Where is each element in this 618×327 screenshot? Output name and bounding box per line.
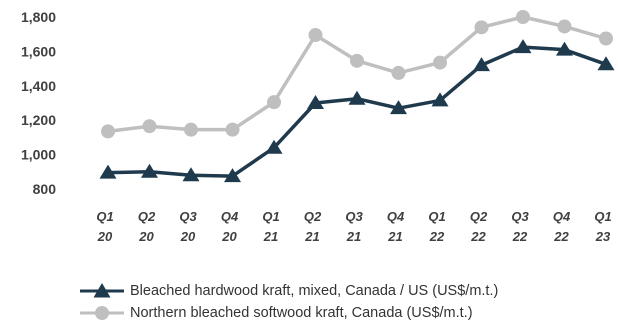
y-axis: 800 1,000 1,200 1,400 1,600 1,800 [21, 9, 56, 197]
x-tick-label: Q1 21 [262, 209, 279, 244]
x-tick-label: Q4 20 [221, 209, 239, 244]
legend-item-softwood: Northern bleached softwood kraft, Canada… [80, 302, 498, 324]
y-tick-label: 1,200 [21, 112, 56, 128]
data-point-marker [557, 19, 572, 34]
data-point-marker [348, 90, 366, 105]
x-tick-label: Q1 20 [96, 209, 113, 244]
legend-item-hardwood: Bleached hardwood kraft, mixed, Canada /… [80, 280, 498, 302]
data-point-marker [184, 122, 198, 137]
series-line [107, 15, 607, 134]
x-tick-label: Q2 22 [470, 209, 488, 244]
legend: Bleached hardwood kraft, mixed, Canada /… [80, 280, 498, 324]
x-tick-label: Q3 20 [179, 209, 197, 244]
data-point-marker [307, 95, 324, 109]
data-point-marker [516, 10, 530, 24]
x-tick-label: Q3 22 [511, 209, 529, 244]
triangle-marker-icon [80, 283, 124, 298]
x-axis: Q1 20 Q2 20 Q3 20 Q4 20 Q1 21 Q2 21 Q3 21 Q4 21 Q1 22 Q2 22… [96, 209, 611, 244]
data-point-marker [597, 56, 615, 71]
y-tick-label: 1,800 [21, 9, 56, 25]
series-layer [99, 10, 615, 183]
y-tick-label: 800 [33, 181, 57, 197]
data-point-marker [225, 122, 240, 137]
legend-label-hardwood: Bleached hardwood kraft, mixed, Canada /… [130, 283, 499, 299]
data-point-marker [142, 119, 157, 134]
x-tick-label: Q4 21 [387, 209, 405, 244]
data-point-marker [224, 168, 241, 183]
data-point-marker [391, 65, 406, 80]
data-point-marker [350, 53, 364, 68]
x-tick-label: Q4 22 [553, 209, 571, 244]
data-point-marker [308, 28, 323, 43]
data-point-marker [99, 164, 117, 179]
data-point-marker [474, 20, 489, 35]
data-point-marker [267, 95, 281, 110]
x-tick-label: Q2 20 [138, 209, 156, 244]
x-tick-label: Q1 22 [428, 209, 445, 244]
y-tick-label: 1,600 [21, 43, 56, 59]
x-tick-label: Q2 21 [304, 209, 322, 244]
data-point-marker [599, 31, 613, 46]
data-point-marker [556, 41, 573, 56]
legend-label-softwood: Northern bleached softwood kraft, Canada… [130, 305, 473, 321]
data-point-marker [265, 139, 283, 154]
data-point-marker [433, 55, 447, 70]
data-point-marker [473, 57, 490, 72]
data-point-marker [431, 92, 449, 107]
data-point-marker [390, 100, 407, 115]
data-point-marker [514, 39, 532, 54]
line-chart: 800 1,000 1,200 1,400 1,600 1,800 Q1 20 Q2 20 Q3 2… [21, 9, 615, 244]
y-tick-label: 1,000 [21, 147, 56, 163]
x-tick-label: Q1 23 [594, 209, 611, 244]
x-tick-label: Q3 21 [345, 209, 363, 244]
data-point-marker [101, 124, 115, 139]
data-point-marker [141, 163, 158, 178]
y-tick-label: 1,400 [21, 78, 56, 94]
data-point-marker [182, 167, 200, 182]
circle-marker-icon [80, 306, 124, 320]
